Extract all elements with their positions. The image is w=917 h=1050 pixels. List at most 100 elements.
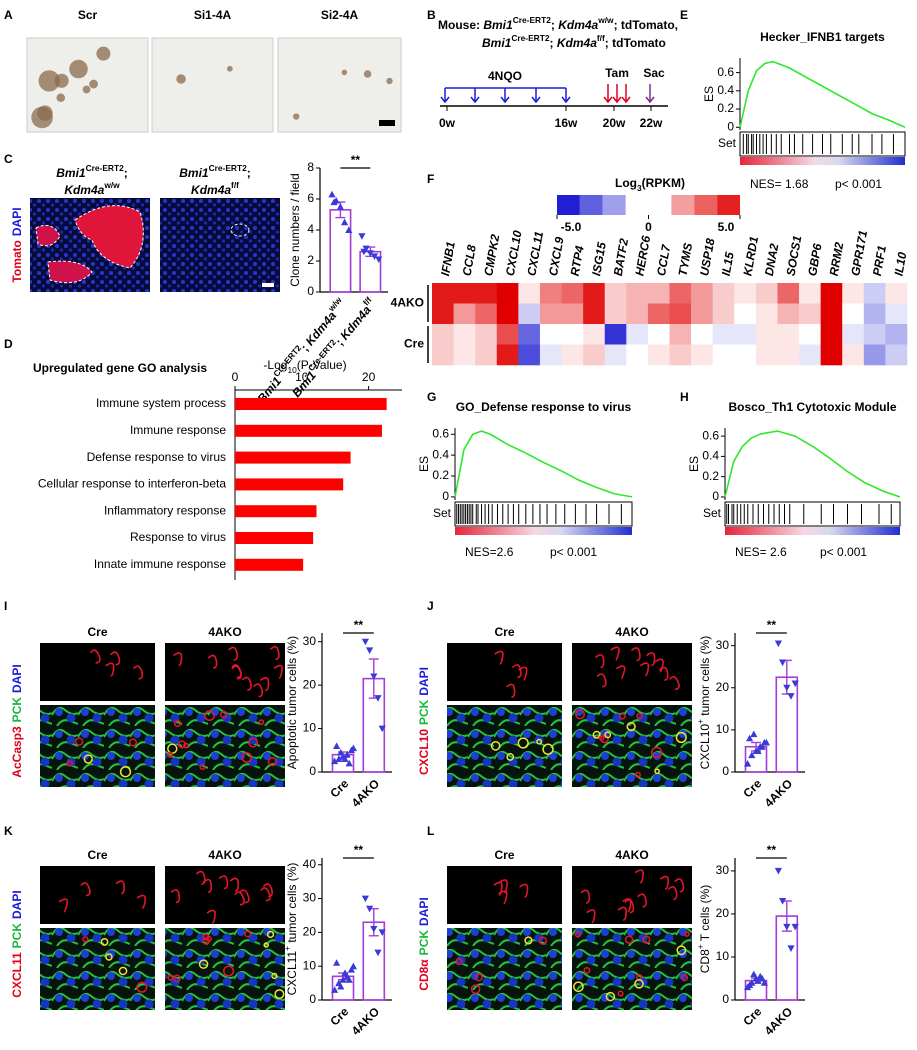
panel-label: C bbox=[4, 152, 13, 166]
text-part: CD8 bbox=[698, 949, 712, 973]
time-label: 16w bbox=[555, 116, 578, 130]
heatmap-cell bbox=[669, 324, 692, 345]
genotype-line: Bmi1Cre-ERT2; Kdm4af/f; tdTomato bbox=[482, 33, 666, 50]
y-tick-label: 10 bbox=[303, 721, 317, 735]
data-point bbox=[750, 970, 758, 978]
heatmap-cell bbox=[799, 303, 821, 325]
heatmap-cell bbox=[496, 344, 519, 366]
time-label: 22w bbox=[640, 116, 663, 130]
text-part: Mouse: bbox=[438, 18, 483, 32]
gene-label: GBP6 bbox=[805, 242, 825, 277]
gene-label: CCL7 bbox=[654, 242, 673, 277]
heatmap-cell bbox=[604, 283, 627, 304]
data-point bbox=[333, 959, 341, 966]
heatmap-cell bbox=[691, 344, 713, 366]
y-tick-label: 30 bbox=[716, 638, 730, 652]
data-point bbox=[347, 965, 355, 973]
micrograph-signal bbox=[234, 891, 245, 906]
image-header: Kdm4aw/w bbox=[64, 180, 120, 197]
heatmap-cell bbox=[583, 303, 606, 325]
text-part: ; bbox=[247, 166, 251, 180]
y-tick-label: 0 bbox=[309, 992, 316, 1006]
heatmap-cell bbox=[561, 344, 584, 366]
micrograph-signal bbox=[592, 730, 601, 739]
micrograph-signal bbox=[636, 712, 643, 720]
micrograph-signal bbox=[267, 756, 277, 767]
heatmap-cell bbox=[842, 324, 865, 345]
micrograph-signal bbox=[615, 665, 626, 680]
text-part: Bmi1 bbox=[56, 166, 86, 180]
y-tick-label: 0.2 bbox=[717, 101, 734, 115]
gene-label: IL10 bbox=[891, 251, 909, 277]
stain-label: CXCL11 PCK DAPI bbox=[10, 890, 24, 997]
data-point bbox=[779, 898, 787, 905]
text-part: CD8α bbox=[417, 959, 431, 991]
micrograph bbox=[165, 866, 285, 924]
panel-label: J bbox=[427, 599, 434, 613]
micrograph-signal bbox=[118, 966, 128, 976]
micrograph bbox=[151, 37, 274, 133]
significance-label: ** bbox=[351, 153, 361, 167]
text-part: Bmi1 bbox=[483, 18, 513, 32]
micrograph-signal bbox=[170, 889, 181, 904]
group-header: 4AKO bbox=[615, 625, 648, 639]
panel-label: K bbox=[4, 824, 13, 838]
data-point bbox=[374, 695, 382, 702]
text-part: DAPI bbox=[10, 664, 24, 693]
y-tick-label: 20 bbox=[303, 677, 317, 691]
text-part: Kdm4a bbox=[191, 183, 231, 197]
y-tick-label: 10 bbox=[716, 949, 730, 963]
micrograph-signal bbox=[654, 658, 664, 673]
data-point bbox=[774, 867, 782, 875]
data-point bbox=[783, 684, 791, 692]
data-point bbox=[345, 759, 353, 767]
heatmap-cell bbox=[863, 283, 886, 304]
y-tick-label: 0 bbox=[722, 992, 729, 1006]
micrograph bbox=[572, 643, 692, 701]
micrograph bbox=[447, 705, 562, 787]
data-point bbox=[760, 979, 768, 986]
micrograph-signal bbox=[274, 989, 285, 1000]
micrograph-signal bbox=[542, 743, 554, 755]
data-point bbox=[754, 747, 762, 754]
y-tick-label: 0.6 bbox=[702, 428, 719, 442]
colorbar-segment bbox=[717, 195, 740, 215]
micrograph-signal bbox=[474, 973, 483, 982]
micrograph-signal bbox=[136, 981, 148, 993]
heatmap-cell bbox=[496, 324, 519, 345]
clone bbox=[230, 223, 250, 237]
heatmap-cell bbox=[799, 344, 821, 366]
heatmap-cell bbox=[475, 344, 498, 366]
hit-box bbox=[454, 501, 633, 527]
heatmap-cell bbox=[799, 324, 821, 345]
heatmap-cell bbox=[583, 324, 606, 345]
heatmap-cell bbox=[432, 324, 454, 345]
arrow-head bbox=[603, 96, 613, 104]
bar bbox=[235, 532, 314, 544]
gene-label: TYMS bbox=[676, 242, 696, 277]
micrograph-signal bbox=[604, 731, 612, 739]
nes-label: NES=2.6 bbox=[465, 545, 514, 559]
panel-label: I bbox=[4, 599, 7, 613]
data-point bbox=[337, 748, 345, 756]
micrograph-signal bbox=[258, 719, 265, 726]
micrograph-signal bbox=[241, 676, 252, 691]
y-axis-label: ES bbox=[687, 456, 701, 472]
text-part: -Log bbox=[263, 358, 287, 372]
text-part: ; tdTomato, bbox=[614, 18, 678, 32]
text-part: 10 bbox=[287, 365, 297, 375]
heatmap-cell bbox=[518, 324, 541, 345]
y-axis-label: ES bbox=[702, 86, 716, 102]
micrograph-signal bbox=[252, 683, 264, 698]
heatmap-cell bbox=[669, 303, 692, 325]
data-point bbox=[762, 738, 770, 746]
heatmap-cell bbox=[518, 283, 541, 304]
micrograph-signal bbox=[266, 930, 275, 939]
colony bbox=[363, 70, 372, 78]
colony bbox=[69, 59, 88, 79]
heatmap-cell bbox=[626, 303, 649, 325]
colony bbox=[96, 46, 111, 61]
group-label: 4AKO bbox=[391, 296, 424, 310]
y-tick-label: 0 bbox=[307, 284, 314, 298]
